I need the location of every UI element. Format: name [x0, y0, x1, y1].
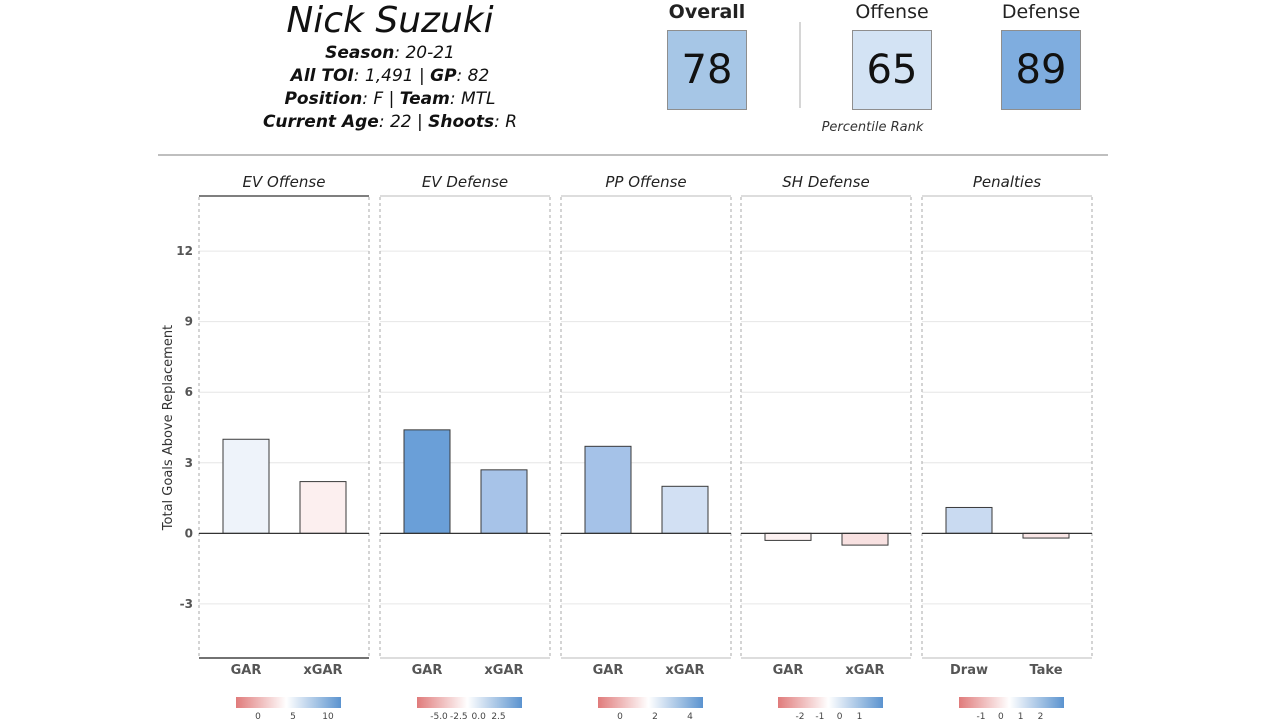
legend-tick-label: 2.5: [491, 712, 505, 720]
color-legend-bar: [959, 697, 1064, 708]
score-divider: [799, 22, 801, 108]
y-tick-label: 3: [185, 456, 193, 470]
panel-title: EV Defense: [422, 173, 508, 191]
legend-tick-label: -2: [796, 712, 805, 720]
panel-title: SH Defense: [782, 173, 869, 191]
offense-score: Offense 65: [851, 0, 933, 110]
header-divider: [158, 154, 1108, 156]
x-tick-label: Draw: [950, 663, 988, 678]
legend-tick-label: 5: [290, 712, 296, 720]
age-value: : 22 |: [378, 112, 429, 132]
panel-title: Penalties: [973, 173, 1041, 191]
legend-tick-label: 2: [652, 712, 658, 720]
bar: [584, 445, 632, 534]
bar: [222, 438, 270, 534]
player-name: Nick Suzuki: [286, 0, 494, 41]
x-tick-label: xGAR: [665, 663, 704, 678]
overall-score-box: 78: [667, 30, 747, 110]
offense-score-box: 65: [852, 30, 932, 110]
season-value: : 20-21: [394, 43, 455, 63]
overall-label: Overall: [668, 1, 746, 23]
x-tick-label: xGAR: [303, 663, 342, 678]
y-tick-label: 6: [185, 385, 193, 399]
position-label: Position: [284, 89, 363, 109]
panel-title: PP Offense: [605, 173, 686, 191]
y-tick-label: 9: [185, 315, 193, 329]
color-legend-bar: [236, 697, 341, 708]
position-value: : F |: [362, 89, 400, 109]
gp-label: GP: [430, 66, 457, 86]
legend-tick-label: 0.0: [472, 712, 487, 720]
x-tick-label: Take: [1029, 663, 1062, 678]
legend-tick-label: 0: [617, 712, 623, 720]
toi-label: All TOI: [290, 66, 354, 86]
legend-tick-label: 0: [837, 712, 843, 720]
bar: [764, 532, 812, 541]
bar: [945, 506, 993, 534]
color-legend-bar: [778, 697, 883, 708]
x-tick-label: xGAR: [845, 663, 884, 678]
color-legend-bar: [417, 697, 522, 708]
x-tick-label: GAR: [773, 663, 804, 678]
color-legend-bar: [598, 697, 703, 708]
bar: [299, 481, 347, 534]
defense-score: Defense 89: [1000, 0, 1082, 110]
team-value: : MTL: [449, 89, 496, 109]
legend-tick-label: 2: [1038, 712, 1044, 720]
player-info: Nick Suzuki Season: 20-21 All TOI: 1,491…: [240, 0, 540, 134]
y-axis-title: Total Goals Above Replacement: [161, 325, 176, 531]
legend-tick-label: 1: [1018, 712, 1024, 720]
toi-value: : 1,491 |: [353, 66, 431, 86]
bar: [403, 429, 451, 534]
legend-tick-label: 0: [998, 712, 1004, 720]
bar: [480, 469, 528, 534]
legend-tick-label: -5.0: [430, 712, 448, 720]
offense-label: Offense: [855, 1, 929, 23]
x-tick-label: xGAR: [484, 663, 523, 678]
legend-tick-label: -1: [815, 712, 824, 720]
bar: [841, 532, 889, 546]
age-shoots-line: Current Age: 22 | Shoots: R: [240, 111, 540, 134]
position-team-line: Position: F | Team: MTL: [240, 88, 540, 111]
y-tick-label: 0: [185, 526, 193, 540]
x-tick-label: GAR: [593, 663, 624, 678]
legend-tick-label: -1: [977, 712, 986, 720]
defense-score-box: 89: [1001, 30, 1081, 110]
y-tick-label: 12: [176, 244, 193, 258]
overall-score: Overall 78: [666, 0, 748, 110]
shoots-value: : R: [494, 112, 518, 132]
season-line: Season: 20-21: [240, 42, 540, 65]
bar: [1022, 532, 1070, 539]
percentile-rank-label: Percentile Rank: [821, 120, 924, 135]
legend-tick-label: -2.5: [450, 712, 468, 720]
legend-tick-label: 4: [687, 712, 693, 720]
season-label: Season: [325, 43, 395, 63]
shoots-label: Shoots: [428, 112, 495, 132]
legend-tick-label: 0: [255, 712, 261, 720]
legend-tick-label: 1: [857, 712, 863, 720]
y-tick-label: -3: [180, 597, 193, 611]
x-tick-label: GAR: [231, 663, 262, 678]
x-tick-label: GAR: [412, 663, 443, 678]
age-label: Current Age: [262, 112, 379, 132]
defense-label: Defense: [1001, 1, 1081, 23]
team-label: Team: [399, 89, 450, 109]
toi-gp-line: All TOI: 1,491 | GP: 82: [240, 65, 540, 88]
gp-value: : 82: [456, 66, 490, 86]
bar: [661, 485, 709, 534]
panel-title: EV Offense: [243, 173, 326, 191]
legend-tick-label: 10: [322, 712, 334, 720]
